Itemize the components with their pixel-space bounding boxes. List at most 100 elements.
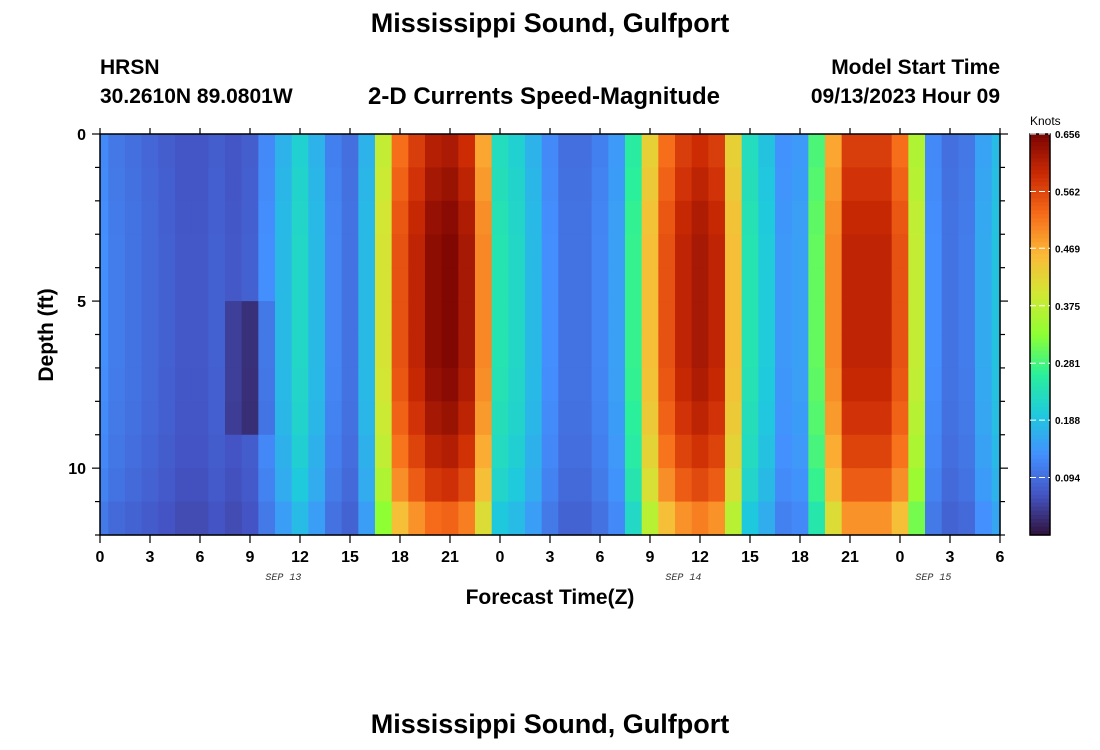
heatmap-cell xyxy=(291,367,309,402)
heatmap-cell xyxy=(341,367,359,402)
colorbar-segment xyxy=(1030,518,1050,524)
heatmap-cell xyxy=(341,434,359,469)
heatmap-cell xyxy=(625,167,643,202)
heatmap-cell xyxy=(958,367,976,402)
heatmap-cell xyxy=(391,134,409,169)
heatmap-cell xyxy=(575,501,593,536)
heatmap-cell xyxy=(825,301,843,336)
heatmap-cell xyxy=(925,468,943,503)
colorbar-segment xyxy=(1030,142,1050,147)
x-tick-label: 3 xyxy=(146,549,155,566)
heatmap-cell xyxy=(725,267,743,302)
heatmap-cell xyxy=(158,367,176,402)
heatmap-cell xyxy=(458,367,476,402)
colorbar-segment xyxy=(1030,422,1050,428)
colorbar-segment xyxy=(1030,290,1050,295)
heatmap-cell xyxy=(958,401,976,436)
heatmap-cell xyxy=(958,200,976,235)
heatmap-cell xyxy=(658,134,676,169)
heatmap-cell xyxy=(508,134,526,169)
heatmap-cell xyxy=(958,167,976,202)
heatmap-cell xyxy=(208,134,226,169)
heatmap-cell xyxy=(725,301,743,336)
colorbar-segment xyxy=(1030,242,1050,247)
heatmap-cell xyxy=(291,401,309,436)
heatmap-cell xyxy=(375,301,393,336)
colorbar-segment xyxy=(1030,442,1050,448)
heatmap-cell xyxy=(241,334,259,369)
heatmap-cell xyxy=(941,167,959,202)
heatmap-cell xyxy=(875,501,893,536)
x-tick-label: 12 xyxy=(691,549,709,566)
heatmap-cell xyxy=(275,434,293,469)
colorbar-segment xyxy=(1030,394,1050,400)
heatmap-cell xyxy=(641,200,659,235)
heatmap-cell xyxy=(858,367,876,402)
heatmap-cell xyxy=(641,234,659,269)
heatmap-cell xyxy=(758,401,776,436)
heatmap-cell xyxy=(675,468,693,503)
heatmap-cell xyxy=(108,134,126,169)
heatmap-cell xyxy=(291,434,309,469)
footer-title: Mississippi Sound, Gulfport xyxy=(370,709,730,739)
heatmap-cell xyxy=(558,200,576,235)
heatmap-cell xyxy=(525,401,543,436)
colorbar-segment xyxy=(1030,250,1050,255)
heatmap-cell xyxy=(608,401,626,436)
heatmap-cell xyxy=(891,367,909,402)
heatmap-cell xyxy=(741,501,759,536)
heatmap-cell xyxy=(708,334,726,369)
colorbar-segment xyxy=(1030,266,1050,271)
heatmap-cell xyxy=(408,167,426,202)
heatmap-cell xyxy=(491,468,509,503)
heatmap-cell xyxy=(275,234,293,269)
heatmap-cell xyxy=(508,301,526,336)
heatmap-cell xyxy=(375,167,393,202)
heatmap-cell xyxy=(475,234,493,269)
heatmap-cell xyxy=(625,234,643,269)
heatmap-cell xyxy=(608,267,626,302)
heatmap-cell xyxy=(858,501,876,536)
heatmap-cell xyxy=(691,167,709,202)
colorbar: 0.094 0.188 0.281 0.375 0.469 0.562 0.656 xyxy=(1029,130,1080,536)
heatmap-cell xyxy=(708,167,726,202)
heatmap-cell xyxy=(100,401,109,436)
heatmap-cell xyxy=(791,401,809,436)
heatmap-cell xyxy=(991,501,1001,536)
heatmap-cell xyxy=(425,167,443,202)
heatmap-cell xyxy=(591,434,609,469)
heatmap-cell xyxy=(158,267,176,302)
heatmap-cell xyxy=(708,234,726,269)
heatmap-cell xyxy=(791,468,809,503)
colorbar-segment xyxy=(1030,486,1050,492)
heatmap-cell xyxy=(641,434,659,469)
x-tick-label: 15 xyxy=(341,549,359,566)
heatmap-cell xyxy=(775,200,793,235)
heatmap-cell xyxy=(425,301,443,336)
colorbar-segment xyxy=(1030,234,1050,239)
heatmap-cell xyxy=(691,468,709,503)
colorbar-segment xyxy=(1030,454,1050,460)
heatmap-cell xyxy=(775,468,793,503)
heatmap-cell xyxy=(325,468,343,503)
heatmap-cell xyxy=(508,468,526,503)
colorbar-segment xyxy=(1030,298,1050,304)
heatmap-cell xyxy=(608,200,626,235)
heatmap-cell xyxy=(891,501,909,536)
heatmap-cell xyxy=(741,434,759,469)
heatmap-cell xyxy=(100,301,109,336)
heatmap-cell xyxy=(608,334,626,369)
heatmap-cell xyxy=(941,501,959,536)
colorbar-tick-label: 0.469 xyxy=(1055,244,1080,255)
heatmap-cell xyxy=(341,234,359,269)
heatmap-cell xyxy=(275,334,293,369)
heatmap-cell xyxy=(525,134,543,169)
heatmap-cell xyxy=(558,367,576,402)
heatmap-cell xyxy=(325,434,343,469)
heatmap-cell xyxy=(258,367,276,402)
chart-subtitle: 2-D Currents Speed-Magnitude xyxy=(368,83,721,110)
heatmap-cell xyxy=(925,134,943,169)
heatmap-cell xyxy=(991,267,1001,302)
heatmap-cell xyxy=(775,234,793,269)
heatmap-cell xyxy=(125,468,143,503)
